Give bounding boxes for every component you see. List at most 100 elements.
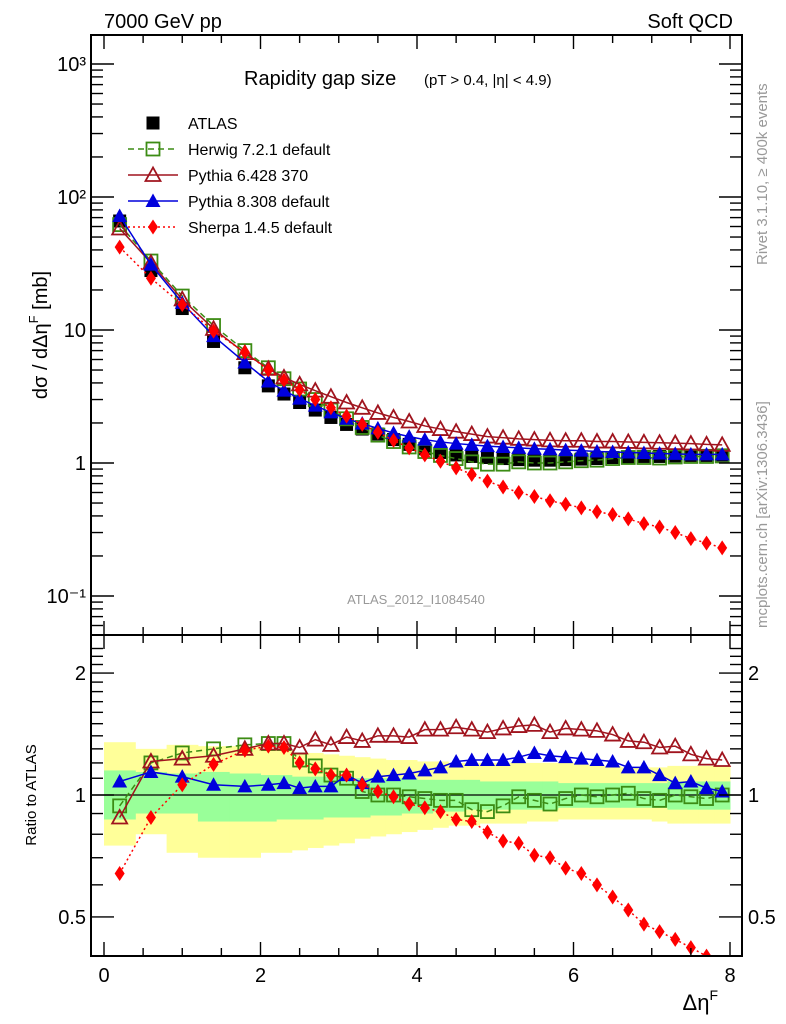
data-point bbox=[466, 466, 477, 482]
data-point bbox=[237, 354, 253, 369]
data-point bbox=[526, 441, 542, 455]
data-point bbox=[357, 777, 368, 793]
data-point bbox=[451, 460, 462, 476]
data-point bbox=[542, 441, 558, 456]
data-point bbox=[321, 735, 340, 752]
ratio-y-tick-label-right: 0.5 bbox=[748, 907, 776, 929]
data-point bbox=[512, 453, 526, 467]
data-point bbox=[466, 814, 477, 830]
data-point bbox=[607, 506, 618, 522]
data-point bbox=[714, 446, 730, 461]
data-point bbox=[278, 740, 289, 756]
data-point bbox=[573, 443, 589, 457]
data-point bbox=[404, 796, 415, 812]
data-point bbox=[306, 730, 325, 747]
data-point bbox=[509, 716, 528, 733]
legend-entry: Sherpa 1.4.5 default bbox=[128, 219, 333, 237]
data-point bbox=[260, 777, 276, 791]
data-point bbox=[208, 756, 219, 772]
legend-marker bbox=[148, 219, 158, 235]
data-point bbox=[714, 784, 730, 798]
data-point bbox=[542, 455, 558, 471]
data-point bbox=[404, 440, 415, 456]
data-point bbox=[511, 440, 527, 454]
data-point bbox=[177, 297, 188, 313]
data-point bbox=[480, 804, 495, 819]
data-point bbox=[417, 432, 433, 446]
data-point bbox=[529, 847, 540, 863]
mcplots-label: mcplots.cern.ch [arXiv:1306.3436] bbox=[754, 401, 771, 628]
data-point bbox=[325, 400, 336, 416]
series-pythia-8-308-default bbox=[112, 208, 730, 461]
data-point bbox=[110, 808, 129, 825]
data-point bbox=[605, 753, 621, 768]
data-point bbox=[636, 791, 652, 806]
data-point bbox=[370, 769, 386, 783]
data-point bbox=[560, 496, 571, 512]
data-point bbox=[110, 219, 129, 236]
data-point bbox=[540, 722, 560, 739]
data-point bbox=[542, 748, 558, 762]
data-point bbox=[495, 439, 511, 453]
data-point bbox=[511, 749, 527, 764]
data-point bbox=[415, 416, 434, 433]
data-point bbox=[323, 778, 339, 793]
data-point bbox=[145, 270, 156, 286]
data-point bbox=[177, 777, 188, 793]
data-point bbox=[667, 446, 683, 460]
data-point bbox=[482, 824, 493, 840]
series-sherpa-1-4-5-default bbox=[114, 239, 728, 556]
x-tick-label: 0 bbox=[98, 965, 109, 987]
data-point bbox=[494, 719, 513, 736]
data-point bbox=[276, 383, 292, 397]
y-tick-label: 10 bbox=[64, 320, 86, 342]
legend-label: ATLAS bbox=[188, 116, 238, 133]
data-point bbox=[666, 736, 685, 754]
data-point bbox=[542, 796, 558, 812]
data-point bbox=[208, 323, 219, 339]
data-point bbox=[400, 412, 419, 429]
y-tick-label: 10⁻¹ bbox=[47, 586, 87, 608]
y-tick-label: 10³ bbox=[57, 54, 86, 76]
plot-title: Rapidity gap size (pT > 0.4, |η| < 4.9) bbox=[244, 68, 552, 90]
data-point bbox=[478, 722, 497, 739]
series-line bbox=[119, 246, 723, 549]
legend-entry: Pythia 6.428 370 bbox=[128, 165, 308, 185]
data-point bbox=[495, 752, 511, 767]
data-point bbox=[384, 408, 403, 425]
data-point bbox=[495, 798, 511, 814]
data-point bbox=[526, 792, 542, 808]
data-point bbox=[462, 720, 481, 737]
data-point bbox=[525, 715, 544, 732]
data-point bbox=[529, 488, 540, 504]
ratio-y-tick-label: 0.5 bbox=[58, 907, 86, 929]
data-point bbox=[701, 535, 712, 551]
data-point bbox=[464, 752, 480, 767]
data-point bbox=[685, 940, 696, 956]
data-point bbox=[479, 752, 495, 767]
data-point bbox=[431, 720, 450, 737]
data-point bbox=[112, 773, 128, 788]
data-point bbox=[623, 902, 634, 918]
legend-entry: Herwig 7.2.1 default bbox=[128, 141, 331, 159]
data-point bbox=[372, 784, 383, 800]
data-point bbox=[511, 789, 527, 805]
data-point bbox=[451, 811, 462, 827]
ratio-y-tick-label: 2 bbox=[75, 663, 86, 685]
data-point bbox=[341, 408, 352, 424]
data-point bbox=[652, 792, 667, 808]
y-tick-label: 10² bbox=[57, 187, 86, 209]
x-tick-label: 8 bbox=[724, 965, 735, 987]
data-point bbox=[353, 731, 372, 748]
uncertainty-bands bbox=[104, 742, 731, 858]
data-point bbox=[239, 344, 250, 360]
data-point bbox=[670, 931, 681, 947]
data-point bbox=[337, 727, 356, 744]
data-point bbox=[607, 889, 618, 905]
data-point bbox=[310, 392, 321, 408]
data-point bbox=[419, 447, 430, 463]
data-point bbox=[683, 773, 699, 788]
data-point bbox=[206, 777, 222, 791]
data-point bbox=[638, 916, 649, 932]
